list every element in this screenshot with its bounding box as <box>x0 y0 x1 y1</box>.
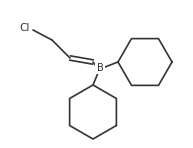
Text: B: B <box>97 63 103 73</box>
Text: Cl: Cl <box>20 23 30 33</box>
